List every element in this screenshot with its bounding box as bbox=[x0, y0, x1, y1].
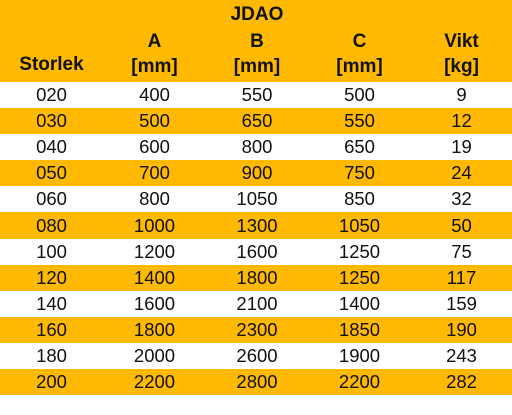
cell-c: 650 bbox=[344, 136, 375, 158]
cell-storlek: 020 bbox=[36, 84, 67, 106]
cell-b: 1050 bbox=[236, 188, 278, 210]
cell-vikt: 9 bbox=[456, 84, 467, 106]
cell-storlek: 050 bbox=[36, 162, 67, 184]
column-header-a: A bbox=[147, 31, 162, 52]
cell-a: 500 bbox=[139, 110, 170, 132]
cell-vikt: 190 bbox=[446, 318, 477, 340]
cell-b: 900 bbox=[241, 162, 273, 184]
cell-vikt: 50 bbox=[451, 214, 472, 236]
column-unit-a: [mm] bbox=[131, 56, 178, 77]
header-empty-cell bbox=[308, 0, 411, 28]
table-row: 080 1000 1300 1050 50 bbox=[0, 212, 512, 239]
cell-c: 1900 bbox=[338, 344, 381, 366]
cell-vikt: 12 bbox=[451, 110, 472, 132]
cell-a: 2000 bbox=[133, 344, 176, 366]
cell-c: 1250 bbox=[338, 240, 381, 262]
header-empty-cell bbox=[103, 0, 206, 28]
column-header-b: B bbox=[250, 31, 264, 52]
table-row: 120 1400 1800 1250 117 bbox=[0, 264, 512, 291]
table-row: 030 500 650 550 12 bbox=[0, 108, 512, 135]
table-row: 160 1800 2300 1850 190 bbox=[0, 316, 512, 343]
cell-storlek: 200 bbox=[36, 371, 67, 393]
cell-vikt: 159 bbox=[446, 292, 477, 314]
cell-c: 750 bbox=[344, 162, 375, 184]
cell-storlek: 120 bbox=[36, 266, 67, 288]
cell-b: 550 bbox=[241, 84, 273, 106]
header-empty-cell bbox=[411, 0, 512, 28]
header-title-row: JDAO bbox=[0, 0, 512, 28]
table-row: 060 800 1050 850 32 bbox=[0, 186, 512, 213]
cell-vikt: 19 bbox=[451, 136, 472, 158]
table-row: 040 600 800 650 19 bbox=[0, 134, 512, 161]
cell-storlek: 030 bbox=[36, 110, 67, 132]
cell-b: 2800 bbox=[236, 371, 278, 393]
cell-a: 1800 bbox=[133, 318, 176, 340]
cell-storlek: 060 bbox=[36, 188, 67, 210]
table-row: 180 2000 2600 1900 243 bbox=[0, 342, 512, 370]
cell-b: 1300 bbox=[236, 214, 278, 236]
cell-a: 1400 bbox=[133, 266, 176, 288]
cell-b: 1800 bbox=[236, 266, 278, 288]
cell-storlek: 180 bbox=[36, 344, 67, 366]
cell-a: 600 bbox=[139, 136, 170, 158]
cell-storlek: 140 bbox=[36, 292, 67, 314]
cell-c: 550 bbox=[344, 110, 375, 132]
cell-a: 2200 bbox=[133, 371, 176, 393]
table-row: 050 700 900 750 24 bbox=[0, 160, 512, 187]
header-label-row: Storlek A B C Vikt bbox=[0, 28, 512, 75]
cell-c: 1050 bbox=[338, 214, 381, 236]
cell-c: 850 bbox=[344, 188, 375, 210]
cell-c: 1400 bbox=[338, 292, 381, 314]
column-unit-c: [mm] bbox=[336, 56, 383, 77]
cell-a: 1000 bbox=[133, 214, 176, 236]
cell-vikt: 282 bbox=[446, 371, 477, 393]
cell-vikt: 243 bbox=[446, 344, 477, 366]
column-header-c: C bbox=[352, 31, 367, 52]
cell-b: 2300 bbox=[236, 318, 278, 340]
column-header-vikt: Vikt bbox=[444, 31, 479, 52]
cell-c: 1850 bbox=[338, 318, 381, 340]
table-row: 200 2200 2800 2200 282 bbox=[0, 369, 512, 396]
cell-storlek: 040 bbox=[36, 136, 67, 158]
cell-a: 800 bbox=[139, 188, 170, 210]
column-unit-vikt: [kg] bbox=[444, 56, 479, 77]
cell-c: 1250 bbox=[338, 266, 381, 288]
cell-c: 2200 bbox=[338, 371, 381, 393]
table-title: JDAO bbox=[230, 4, 284, 25]
table-row: 100 1200 1600 1250 75 bbox=[0, 238, 512, 265]
cell-vikt: 32 bbox=[451, 188, 472, 210]
table-header: JDAO Storlek A B C Vikt [mm] [mm] [mm] [… bbox=[0, 0, 512, 82]
column-unit-b: [mm] bbox=[233, 56, 281, 77]
cell-b: 800 bbox=[241, 136, 273, 158]
cell-vikt: 117 bbox=[446, 266, 477, 288]
cell-vikt: 75 bbox=[451, 240, 472, 262]
cell-c: 500 bbox=[344, 84, 375, 106]
cell-a: 1600 bbox=[133, 292, 176, 314]
cell-storlek: 080 bbox=[36, 214, 67, 236]
cell-storlek: 160 bbox=[36, 318, 67, 340]
cell-b: 2100 bbox=[236, 292, 278, 314]
cell-b: 1600 bbox=[236, 240, 278, 262]
dimension-table: JDAO Storlek A B C Vikt [mm] [mm] [mm] [… bbox=[0, 0, 512, 396]
cell-a: 400 bbox=[139, 84, 170, 106]
cell-vikt: 24 bbox=[451, 162, 472, 184]
table-row: 140 1600 2100 1400 159 bbox=[0, 290, 512, 317]
cell-b: 2600 bbox=[236, 344, 278, 366]
cell-a: 1200 bbox=[133, 240, 176, 262]
cell-a: 700 bbox=[139, 162, 170, 184]
header-empty-cell bbox=[0, 0, 103, 28]
cell-b: 650 bbox=[241, 110, 273, 132]
table-body: 020 400 550 500 9 030 500 650 550 12 040… bbox=[0, 82, 512, 396]
column-header-storlek: Storlek bbox=[19, 54, 84, 75]
table-row: 020 400 550 500 9 bbox=[0, 82, 512, 109]
cell-storlek: 100 bbox=[36, 240, 67, 262]
